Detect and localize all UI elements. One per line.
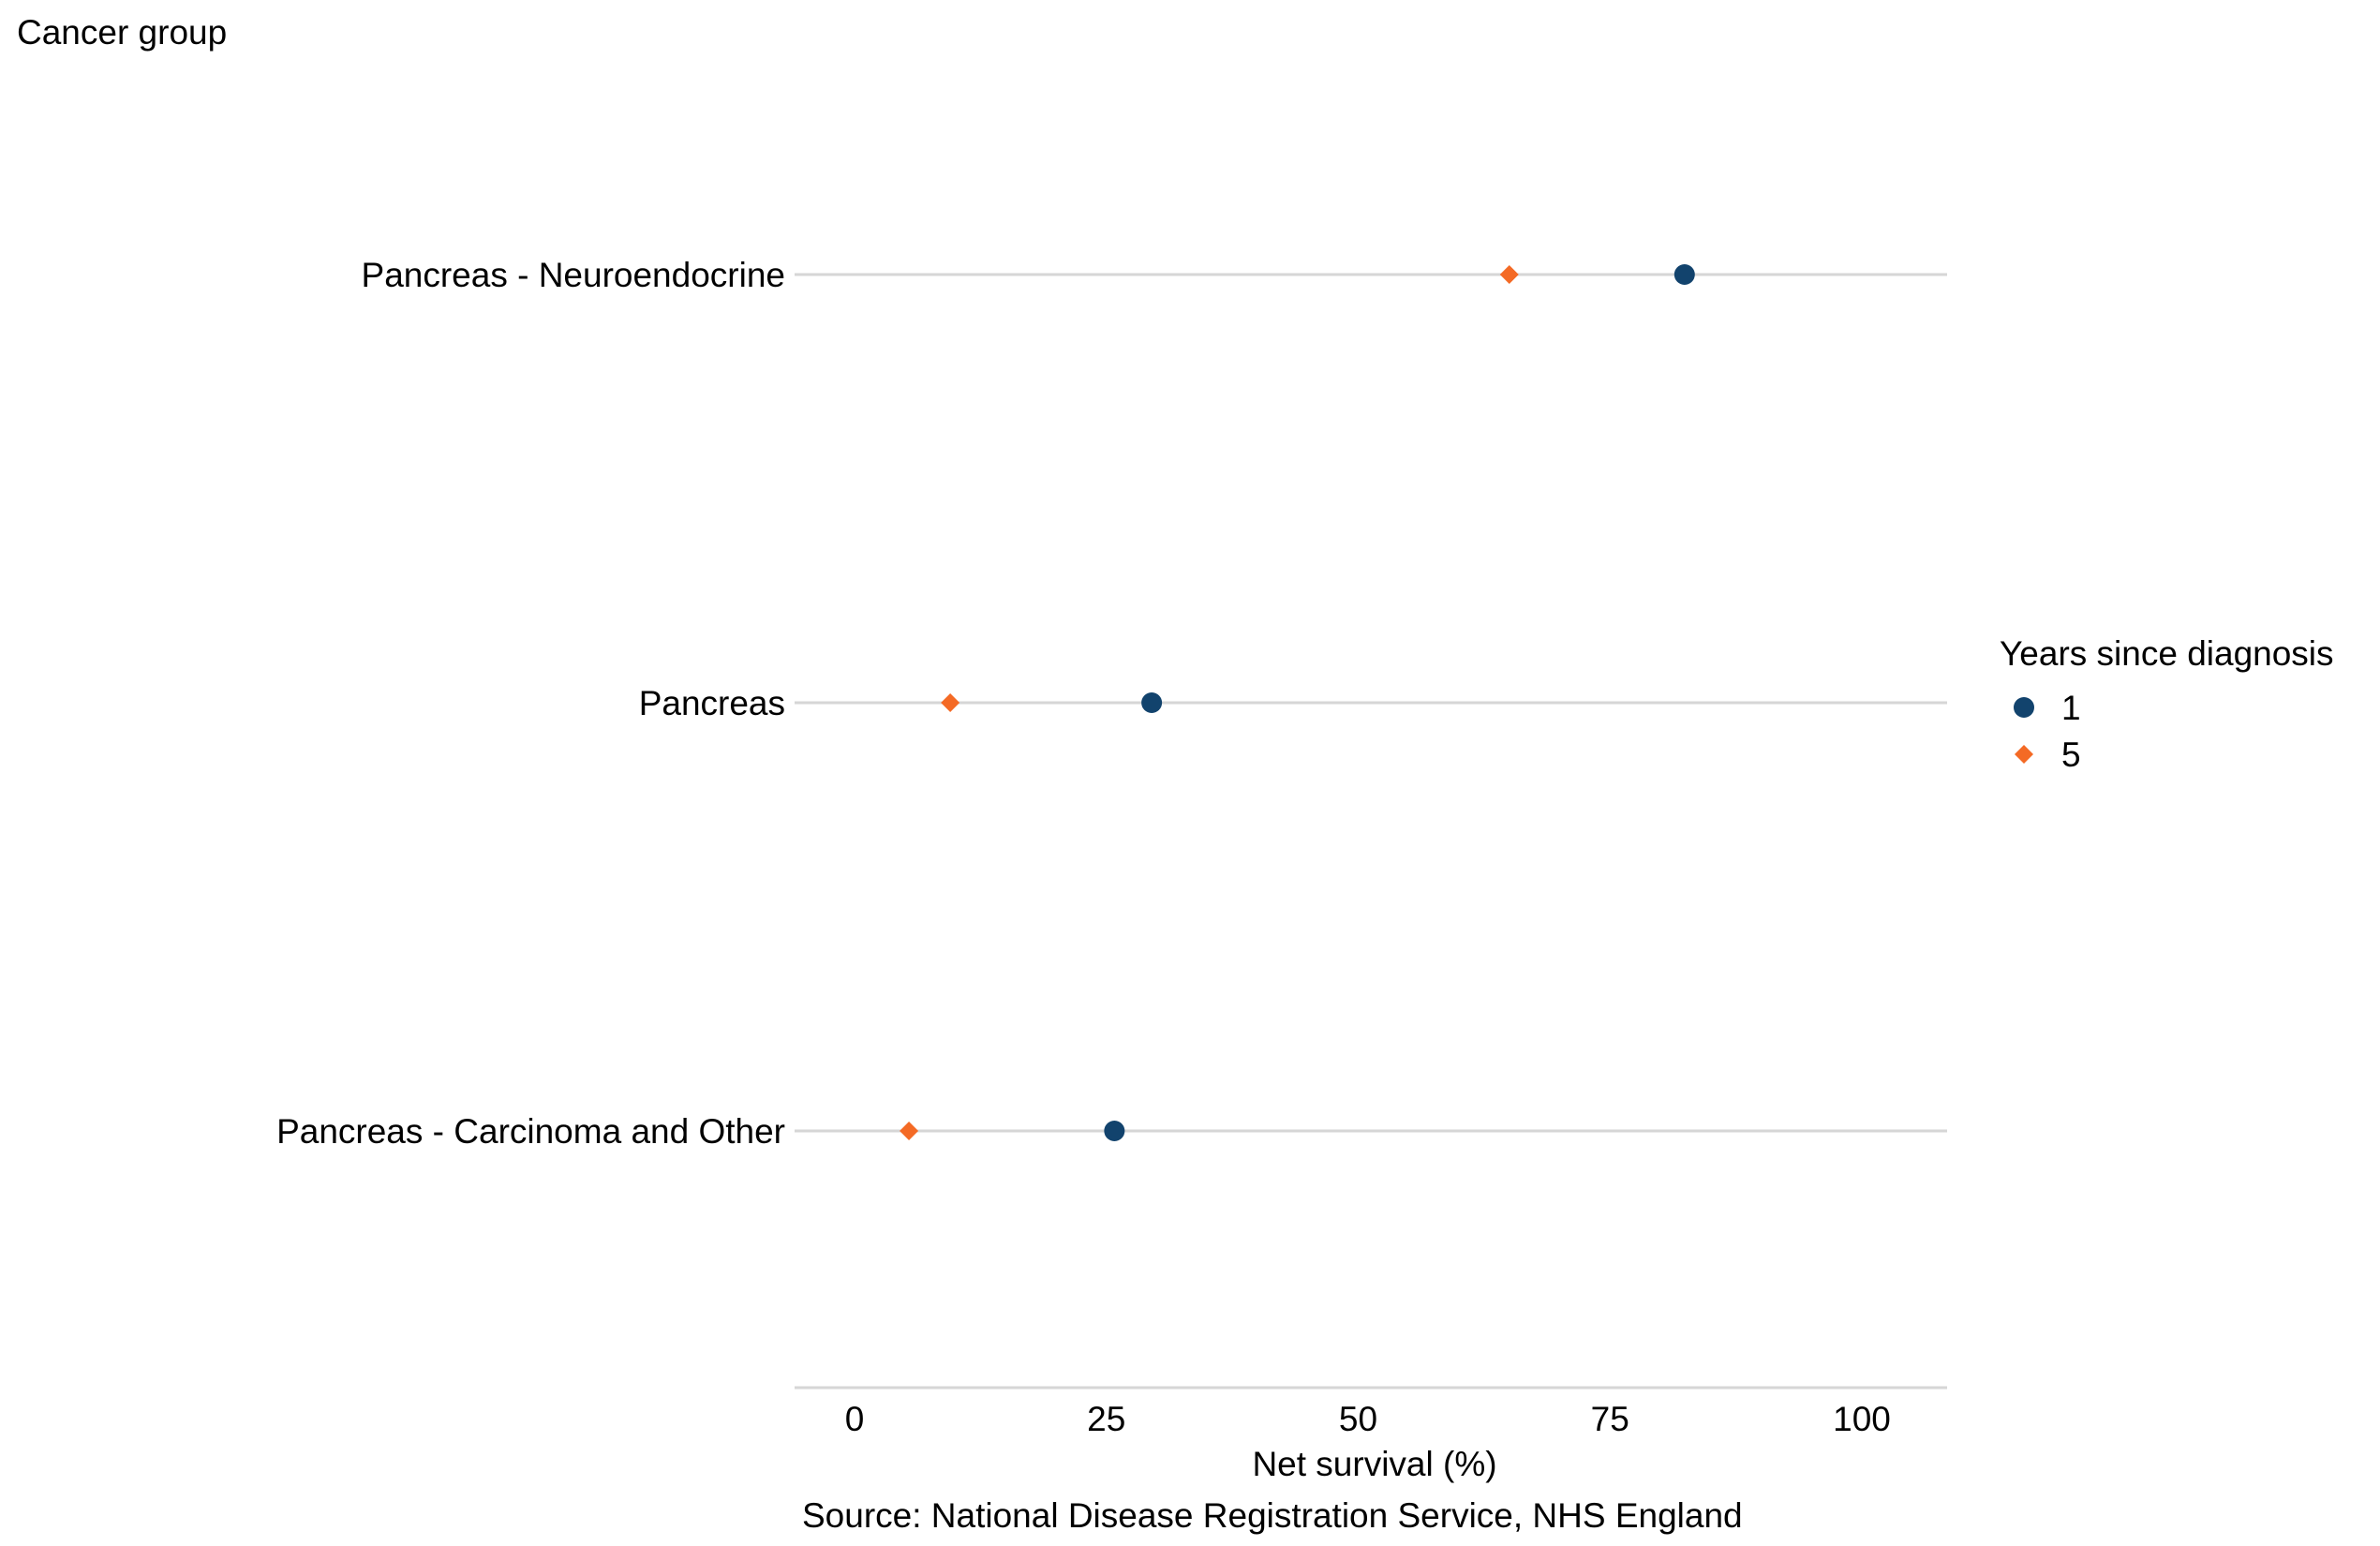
data-point-diamond (1499, 265, 1519, 284)
gridlines (795, 273, 1947, 1133)
legend-label: 5 (2061, 736, 2081, 774)
legend-title: Years since diagnosis (2000, 634, 2334, 673)
y-axis-title: Cancer group (17, 13, 227, 52)
data-point-circle (1673, 264, 1695, 285)
source-caption: Source: National Disease Registration Se… (802, 1496, 1743, 1535)
data-point-diamond (941, 693, 960, 712)
legend: Years since diagnosis 15 (2000, 634, 2334, 774)
data-points (900, 264, 1695, 1141)
legend-items: 15 (2014, 689, 2081, 774)
data-point-circle (1141, 692, 1163, 713)
x-tick-label: 0 (845, 1400, 865, 1438)
x-tick-label: 100 (1833, 1400, 1891, 1438)
data-point-circle (1104, 1121, 1125, 1141)
category-labels: Pancreas - Neuroendocrine Pancreas Pancrea… (276, 256, 785, 1151)
data-point-diamond (900, 1122, 919, 1140)
legend-label: 1 (2061, 689, 2081, 727)
category-label: Pancreas - Neuroendocrine (362, 256, 785, 294)
x-tick-label: 25 (1087, 1400, 1125, 1438)
category-label: Pancreas - Carcinoma and Other (276, 1112, 785, 1151)
x-tick-labels: 0 25 50 75 100 (845, 1400, 1891, 1438)
x-tick-label: 50 (1339, 1400, 1377, 1438)
legend-key-diamond (2015, 745, 2033, 764)
category-label: Pancreas (639, 684, 785, 722)
x-tick-label: 75 (1591, 1400, 1629, 1438)
legend-key-circle (2014, 697, 2034, 718)
x-axis-title: Net survival (%) (1252, 1445, 1496, 1483)
